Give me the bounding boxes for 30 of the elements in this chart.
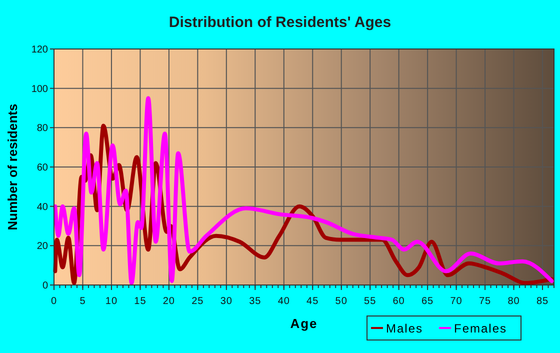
y-tick-label: 100: [31, 84, 48, 95]
y-tick-label: 40: [36, 202, 48, 213]
x-axis-title: Age: [290, 316, 318, 331]
x-tick-label: 55: [364, 296, 376, 307]
y-axis-title: Number of residents: [5, 104, 20, 230]
y-tick-label: 120: [31, 44, 48, 56]
y-tick-label: 60: [36, 162, 48, 174]
x-tick-label: 50: [335, 296, 348, 307]
legend-label: Males: [386, 322, 424, 336]
x-tick-label: 35: [249, 296, 262, 307]
x-tick-label: 25: [192, 296, 204, 307]
x-tick-label: 20: [162, 296, 176, 307]
x-tick-label: 85: [536, 296, 549, 307]
x-tick-label: 40: [278, 296, 290, 307]
x-tick-label: 70: [450, 296, 462, 307]
x-tick-label: 10: [105, 296, 118, 307]
x-tick-label: 80: [508, 296, 520, 307]
x-tick-label: 0: [50, 296, 58, 307]
y-tick-label: 80: [36, 123, 48, 134]
x-tick-label: 60: [392, 296, 405, 307]
x-tick-label: 30: [220, 296, 232, 307]
y-tick-label: 0: [42, 280, 48, 292]
x-tick-label: 15: [134, 296, 146, 307]
legend-label: Females: [454, 322, 508, 336]
x-tick-label: 75: [478, 296, 492, 307]
chart-title: Distribution of Residents' Ages: [168, 14, 392, 31]
x-tick-label: 5: [80, 296, 86, 307]
x-tick-label: 45: [306, 296, 319, 307]
x-tick-label: 65: [422, 296, 434, 307]
y-tick-label: 20: [36, 241, 48, 252]
